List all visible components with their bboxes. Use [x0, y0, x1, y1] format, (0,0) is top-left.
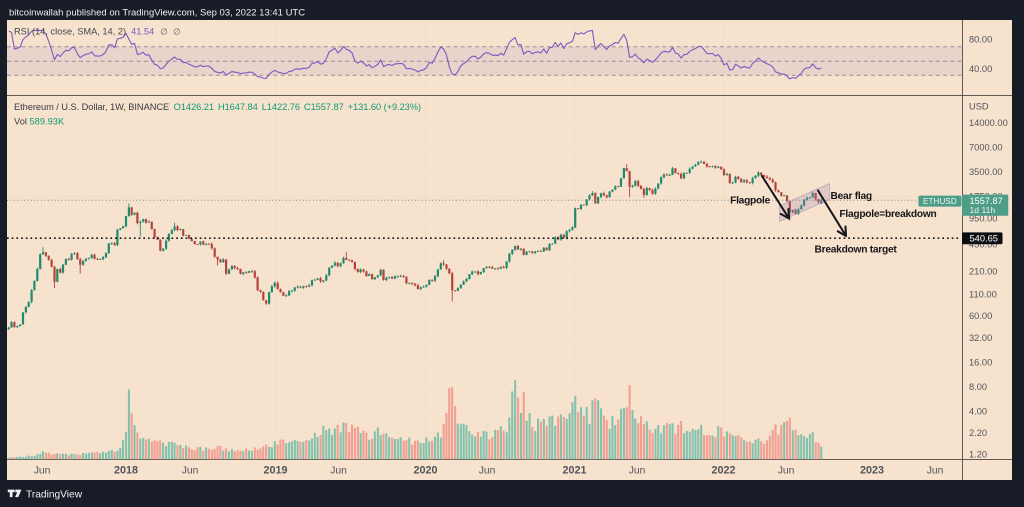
svg-text:Ethereum / U.S. Dollar, 1W, BI: Ethereum / U.S. Dollar, 1W, BINANCE O142… [14, 102, 421, 112]
svg-text:Jun: Jun [927, 465, 944, 476]
svg-text:540.65: 540.65 [970, 234, 998, 244]
svg-text:4.00: 4.00 [969, 407, 987, 417]
svg-text:450.00: 450.00 [969, 240, 997, 250]
svg-text:bitcoinwallah published on Tra: bitcoinwallah published on TradingView.c… [9, 8, 305, 19]
svg-text:1.20: 1.20 [969, 449, 987, 459]
svg-text:Jun: Jun [34, 465, 51, 476]
svg-text:1d 11h: 1d 11h [970, 205, 996, 215]
svg-text:80.00: 80.00 [969, 34, 992, 44]
svg-text:Jun: Jun [182, 465, 199, 476]
svg-text:2.20: 2.20 [969, 428, 987, 438]
svg-text:60.00: 60.00 [969, 311, 992, 321]
svg-text:Breakdown target: Breakdown target [815, 244, 898, 255]
svg-text:2019: 2019 [263, 464, 287, 476]
svg-text:Jun: Jun [479, 465, 496, 476]
svg-text:2022: 2022 [711, 464, 735, 476]
svg-text:950.00: 950.00 [969, 213, 997, 223]
svg-text:110.00: 110.00 [969, 290, 997, 300]
svg-text:210.00: 210.00 [969, 267, 997, 277]
svg-text:Jun: Jun [778, 465, 795, 476]
svg-text:2018: 2018 [114, 464, 138, 476]
svg-text:8.00: 8.00 [969, 382, 987, 392]
svg-text:Bear flag: Bear flag [831, 191, 872, 202]
svg-text:1557.87: 1557.87 [970, 196, 1003, 206]
svg-text:RSI (14, close, SMA, 14, 2)41.: RSI (14, close, SMA, 14, 2) 41.54 ∅ ∅ [14, 27, 180, 37]
svg-text:3500.00: 3500.00 [969, 167, 1003, 177]
svg-text:40.00: 40.00 [969, 64, 992, 74]
svg-text:2020: 2020 [413, 464, 437, 476]
svg-text:Flagpole=breakdown: Flagpole=breakdown [839, 209, 936, 220]
svg-text:32.00: 32.00 [969, 333, 992, 343]
svg-text:7000.00: 7000.00 [969, 143, 1003, 153]
svg-text:ETHUSD: ETHUSD [923, 197, 957, 206]
svg-text:Jun: Jun [330, 465, 347, 476]
svg-text:Flagpole: Flagpole [730, 195, 770, 206]
svg-text:TradingView: TradingView [26, 489, 83, 500]
svg-text:2021: 2021 [562, 464, 586, 476]
svg-text:2023: 2023 [860, 464, 884, 476]
svg-text:Vol 589.93K: Vol 589.93K [14, 116, 65, 126]
svg-text:14000.00: 14000.00 [969, 118, 1008, 128]
svg-text:USD: USD [969, 101, 989, 111]
svg-text:16.00: 16.00 [969, 358, 992, 368]
svg-text:Jun: Jun [629, 465, 646, 476]
